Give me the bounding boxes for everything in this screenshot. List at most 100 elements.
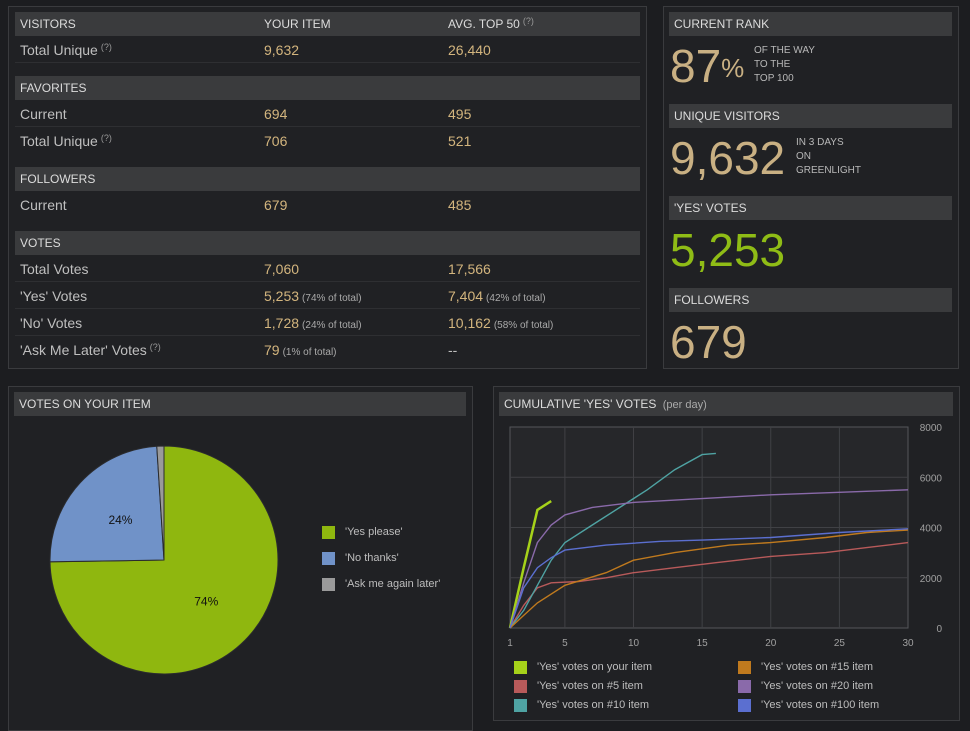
pie-slice <box>156 445 165 561</box>
help-icon[interactable]: (?) <box>522 16 534 26</box>
legend-swatch <box>738 679 751 693</box>
line-panel-subtitle: (per day) <box>662 399 707 411</box>
avg-top-50-label: AVG. TOP 50 <box>448 17 520 31</box>
your-value: 79 (1% of total) <box>264 342 337 358</box>
yes-votes-header: 'YES' VOTES <box>669 196 952 220</box>
avg-value: -- <box>448 342 458 358</box>
series-line <box>509 489 909 629</box>
table-row: 'Ask Me Later' Votes (?) 79 (1% of total) … <box>15 337 640 363</box>
x-tick-label: 20 <box>765 638 777 649</box>
x-tick-label: 15 <box>697 638 709 649</box>
legend-item-later: 'Ask me again later' <box>322 577 440 591</box>
visitors-section-header: VISITORS YOUR ITEM AVG. TOP 50 (?) <box>15 12 640 36</box>
table-row: Current 694 495 <box>15 101 640 127</box>
avg-value: 521 <box>448 133 472 149</box>
legend-item: 'Yes' votes on #20 item <box>738 679 873 693</box>
legend-swatch <box>322 577 335 591</box>
series-line <box>509 529 909 629</box>
your-value: 7,060 <box>264 261 300 277</box>
legend-item: 'Yes' votes on #100 item <box>738 698 879 712</box>
legend-swatch <box>514 660 527 674</box>
legend-item: 'Yes' votes on #10 item <box>514 698 649 712</box>
unique-visitors-note: IN 3 DAYS ON GREENLIGHT <box>796 137 862 176</box>
help-icon[interactable]: (?) <box>100 42 112 52</box>
followers-title: FOLLOWERS <box>20 172 96 186</box>
your-percent: (74% of total) <box>302 293 362 304</box>
row-label: Total Votes <box>20 261 89 277</box>
legend-label: 'Yes' votes on #5 item <box>537 680 643 693</box>
line-panel-header: CUMULATIVE 'YES' VOTES (per day) <box>499 392 953 416</box>
row-label: Current <box>20 197 67 213</box>
table-row: Total Unique (?) 9,632 26,440 <box>15 37 640 63</box>
legend-label: 'Yes' votes on #100 item <box>761 699 880 712</box>
legend-swatch <box>322 551 335 565</box>
legend-swatch <box>738 660 751 674</box>
legend-label: 'Yes' votes on #15 item <box>761 661 874 674</box>
row-label: Total Unique (?) <box>20 42 112 58</box>
help-icon[interactable]: (?) <box>100 133 112 143</box>
unique-visitors-header: UNIQUE VISITORS <box>669 104 952 128</box>
yes-votes-value: 5,253 <box>670 224 786 276</box>
x-tick-label: 5 <box>562 638 568 649</box>
avg-value: 485 <box>448 197 472 213</box>
table-row: 'Yes' Votes 5,253 (74% of total) 7,404 (42… <box>15 283 640 309</box>
y-tick-label: 2000 <box>920 574 943 585</box>
avg-top-50-header: AVG. TOP 50 (?) <box>448 12 534 36</box>
your-value: 706 <box>264 133 288 149</box>
series-line <box>509 541 909 629</box>
stats-panel: VISITORS YOUR ITEM AVG. TOP 50 (?) Total … <box>8 6 647 369</box>
pie-panel-header: VOTES ON YOUR ITEM <box>14 392 466 416</box>
legend-swatch <box>738 698 751 712</box>
series-line <box>508 500 552 629</box>
pie-chart: 74% 24% <box>49 445 279 675</box>
line-panel-title: CUMULATIVE 'YES' VOTES <box>504 397 657 411</box>
legend-item-no: 'No thanks' <box>322 551 399 565</box>
your-value: 694 <box>264 106 288 122</box>
avg-value: 26,440 <box>448 42 491 58</box>
followers-section-header: FOLLOWERS <box>15 167 640 191</box>
favorites-section-header: FAVORITES <box>15 76 640 100</box>
pie-slice-label: 74% <box>194 595 218 609</box>
x-tick-label: 25 <box>834 638 846 649</box>
avg-value: 17,566 <box>448 261 491 277</box>
your-item-header: YOUR ITEM <box>264 17 331 31</box>
votes-section-header: VOTES <box>15 231 640 255</box>
your-value: 9,632 <box>264 42 300 58</box>
your-value: 5,253 (74% of total) <box>264 288 362 304</box>
y-tick-label: 0 <box>936 624 942 635</box>
followers-value: 679 <box>670 316 747 368</box>
unique-visitors-value: 9,632 <box>670 132 786 184</box>
legend-label: 'Yes' votes on your item <box>537 661 653 674</box>
legend-label: 'Yes' votes on #10 item <box>537 699 650 712</box>
legend-swatch <box>514 698 527 712</box>
table-row: Current 679 485 <box>15 192 640 218</box>
avg-percent: (42% of total) <box>486 293 546 304</box>
table-row: Total Votes 7,060 17,566 <box>15 256 640 282</box>
table-row: 'No' Votes 1,728 (24% of total) 10,162 (58… <box>15 310 640 336</box>
your-value: 1,728 (24% of total) <box>264 315 362 331</box>
avg-percent: (58% of total) <box>493 320 554 331</box>
votes-title: VOTES <box>20 236 61 250</box>
legend-swatch <box>322 525 335 539</box>
legend-item: 'Yes' votes on #15 item <box>738 660 873 674</box>
legend-item-yes: 'Yes please' <box>322 525 403 539</box>
row-label: Current <box>20 106 67 122</box>
x-tick-label: 10 <box>628 638 640 649</box>
y-tick-label: 8000 <box>920 423 943 434</box>
row-label: 'Yes' Votes <box>20 288 88 304</box>
avg-value: 10,162 (58% of total) <box>448 315 554 331</box>
row-label: Total Unique (?) <box>20 133 112 149</box>
help-icon[interactable]: (?) <box>149 342 161 352</box>
current-rank-value: 87% <box>670 40 745 92</box>
avg-value: 495 <box>448 106 472 122</box>
legend-label: 'Yes' votes on #20 item <box>761 680 874 693</box>
pie-slice-label: 24% <box>108 513 132 527</box>
your-value: 679 <box>264 197 288 213</box>
legend-item: 'Yes' votes on your item <box>514 660 652 674</box>
current-rank-header: CURRENT RANK <box>669 12 952 36</box>
favorites-title: FAVORITES <box>20 81 87 95</box>
pie-slice <box>49 445 165 563</box>
x-tick-label: 1 <box>507 638 513 649</box>
your-percent: (24% of total) <box>302 320 362 331</box>
